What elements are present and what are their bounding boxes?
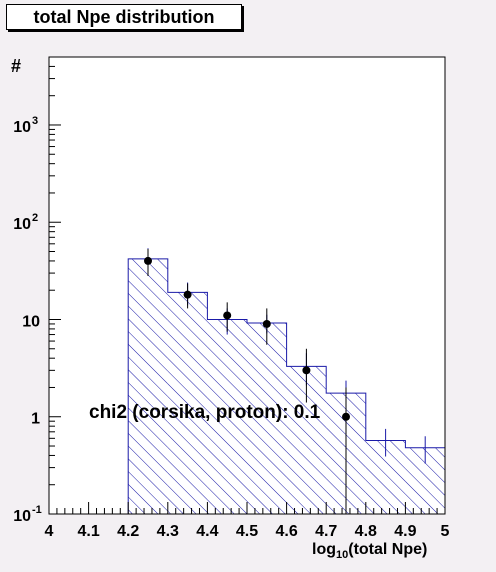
chart-title: total Npe distribution	[6, 4, 242, 30]
x-axis-label: log10(total Npe)	[312, 541, 427, 561]
y-axis-label: #	[11, 56, 21, 76]
y-tick-label: 10	[22, 313, 40, 330]
hist-bar	[207, 319, 247, 514]
hist-bar	[128, 258, 168, 514]
x-tick-label: 4.9	[394, 523, 416, 540]
hist-outline	[127, 258, 446, 514]
y-tick-exponent: -1	[32, 504, 42, 516]
x-tick-label: 5	[441, 523, 450, 540]
y-tick-label: 10	[13, 119, 31, 136]
chi2-annotation: chi2 (corsika, proton): 0.1	[89, 402, 321, 423]
x-tick-label: 4.8	[355, 523, 377, 540]
x-tick-label: 4.6	[275, 523, 297, 540]
data-point	[342, 412, 350, 421]
x-tick-label: 4.3	[157, 523, 179, 540]
hist-bar	[247, 323, 287, 514]
data-point	[302, 366, 311, 375]
data-point	[262, 319, 271, 328]
y-tick-label: 10	[13, 216, 31, 233]
y-tick-exponent: 2	[32, 212, 38, 224]
y-tick-label: 10	[13, 508, 31, 525]
x-tick-label: 4.7	[315, 523, 337, 540]
x-tick-label: 4.2	[117, 523, 139, 540]
data-point	[183, 290, 192, 299]
hist-bar	[167, 292, 208, 514]
x-tick-label: 4.5	[236, 523, 258, 540]
y-tick-exponent: 3	[32, 115, 38, 127]
x-tick-label: 4.4	[196, 523, 218, 540]
y-tick-label: 1	[31, 411, 40, 428]
x-tick-label: 4	[45, 523, 54, 540]
data-point	[144, 256, 152, 265]
x-tick-label: 4.1	[77, 523, 99, 540]
data-point	[223, 311, 232, 320]
